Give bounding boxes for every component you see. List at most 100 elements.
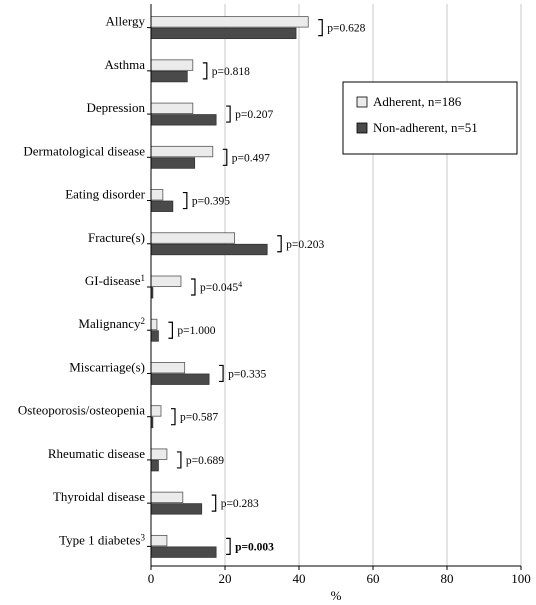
bar-adherent-eating-disorder [150, 189, 164, 201]
x-tick-label-20: 20 [219, 571, 232, 586]
category-label-superscript: 3 [141, 532, 146, 542]
p-value-text: p=0.497 [232, 152, 270, 164]
p-bracket-dermatological-disease [222, 148, 228, 166]
bar-adherent-gi-disease [150, 275, 182, 287]
p-value-fracture-s: p=0.203 [286, 239, 324, 251]
p-value-text: p=1.000 [177, 325, 215, 337]
p-value-depression: p=0.207 [235, 109, 273, 121]
p-value-superscript: 4 [238, 280, 242, 289]
bar-non-adherent-malignancy [150, 330, 159, 342]
category-label-text: GI-disease [85, 273, 141, 288]
x-tick-label-100: 100 [511, 571, 531, 586]
p-value-text: p=0.628 [327, 23, 365, 35]
p-value-text: p=0.587 [180, 412, 218, 424]
bar-non-adherent-type-1-diabetes [150, 546, 217, 558]
p-value-type-1-diabetes: p=0.003 [235, 541, 274, 553]
legend-label-adherent: Adherent, n=186 [373, 94, 462, 109]
bar-adherent-type-1-diabetes [150, 534, 168, 547]
legend-box [342, 81, 518, 155]
p-value-annotations: p=0.628 p=0.818 p=0.207 p=0.497 p=0.395 p=0.2… [168, 19, 366, 555]
p-value-thyroidal-disease: p=0.283 [221, 498, 259, 510]
category-label-miscarriage-s: Miscarriage(s) [69, 359, 145, 374]
axes [150, 4, 521, 567]
category-label-thyroidal-disease: Thyroidal disease [53, 489, 145, 504]
p-value-allergy: p=0.628 [327, 23, 365, 35]
bar-adherent-osteoporosis-osteopenia [150, 405, 162, 417]
category-label-asthma: Asthma [105, 57, 146, 72]
p-bracket-gi-disease [190, 278, 196, 296]
category-label-text: Thyroidal disease [53, 489, 145, 504]
x-tick-label-60: 60 [367, 571, 380, 586]
category-label-osteoporosis-osteopenia: Osteoporosis/osteopenia [18, 403, 145, 418]
x-tick-label-40: 40 [293, 571, 306, 586]
category-label-rheumatic-disease: Rheumatic disease [48, 446, 145, 461]
bar-adherent-allergy [150, 16, 309, 28]
bar-non-adherent-fracture-s [150, 243, 268, 256]
p-bracket-asthma [202, 62, 208, 80]
p-bracket-osteoporosis-osteopenia [170, 408, 176, 426]
bar-adherent-fracture-s [150, 232, 236, 244]
category-label-text: Type 1 diabetes [59, 532, 140, 547]
bars [150, 16, 309, 558]
p-bracket-type-1-diabetes [226, 537, 231, 555]
bar-adherent-malignancy [150, 318, 158, 331]
bar-adherent-depression [150, 102, 194, 114]
p-value-dermatological-disease: p=0.497 [232, 152, 270, 164]
category-labels: Allergy Asthma Depression Dermatological di… [18, 14, 151, 547]
p-value-text: p=0.335 [228, 368, 266, 380]
p-bracket-malignancy [168, 321, 173, 339]
x-tick-label-80: 80 [441, 571, 454, 586]
category-label-gi-disease: GI-disease1 [85, 273, 145, 288]
bar-non-adherent-thyroidal-disease [150, 503, 203, 515]
p-value-rheumatic-disease: p=0.689 [186, 455, 224, 467]
x-axis-label: % [331, 588, 342, 603]
bar-adherent-dermatological-disease [150, 145, 214, 158]
p-value-miscarriage-s: p=0.335 [228, 368, 266, 380]
x-tick-label-0: 0 [148, 571, 155, 586]
category-label-text: Dermatological disease [23, 143, 145, 158]
bar-adherent-asthma [150, 59, 194, 71]
p-bracket-rheumatic-disease [176, 451, 182, 469]
category-label-text: Rheumatic disease [48, 446, 145, 461]
p-value-gi-disease: p=0.0454 [200, 280, 242, 294]
p-value-osteoporosis-osteopenia: p=0.587 [180, 412, 218, 424]
p-value-text: p=0.045 [200, 282, 238, 294]
bar-non-adherent-depression [150, 114, 217, 126]
bar-non-adherent-allergy [150, 27, 297, 40]
x-ticks: 0 20 40 60 80 100 [148, 566, 531, 586]
bar-non-adherent-miscarriage-s [150, 373, 210, 385]
category-label-type-1-diabetes: Type 1 diabetes3 [59, 532, 145, 547]
legend-swatch-non-adherent [356, 122, 368, 134]
p-value-text: p=0.818 [212, 66, 250, 78]
category-label-text: Eating disorder [65, 187, 145, 202]
category-label-text: Asthma [105, 57, 146, 72]
category-label-text: Depression [87, 100, 146, 115]
p-value-eating-disorder: p=0.395 [192, 196, 230, 208]
legend-swatch-adherent [356, 96, 368, 108]
p-value-text: p=0.203 [286, 239, 324, 251]
category-label-text: Malignancy [78, 316, 141, 331]
p-bracket-allergy [318, 19, 323, 37]
bar-adherent-thyroidal-disease [150, 491, 184, 504]
p-value-text: p=0.207 [235, 109, 273, 121]
bar-non-adherent-rheumatic-disease [150, 460, 159, 472]
category-label-allergy: Allergy [106, 14, 146, 29]
legend-label-non-adherent: Non-adherent, n=51 [373, 120, 478, 135]
bar-non-adherent-asthma [150, 70, 188, 83]
bar-non-adherent-dermatological-disease [150, 157, 196, 169]
bar-adherent-rheumatic-disease [150, 448, 168, 460]
p-value-text: p=0.003 [235, 541, 274, 553]
category-label-text: Allergy [106, 14, 146, 29]
category-label-depression: Depression [87, 100, 146, 115]
bar-adherent-miscarriage-s [150, 362, 186, 374]
category-label-superscript: 2 [141, 316, 146, 326]
p-value-text: p=0.689 [186, 455, 224, 467]
category-label-text: Fracture(s) [88, 230, 145, 245]
legend: Adherent, n=186 Non-adherent, n=51 [342, 81, 518, 155]
category-label-malignancy: Malignancy2 [78, 316, 145, 331]
category-label-dermatological-disease: Dermatological disease [23, 143, 145, 158]
p-value-malignancy: p=1.000 [177, 325, 215, 337]
category-label-superscript: 1 [141, 273, 146, 283]
category-label-text: Miscarriage(s) [69, 359, 145, 374]
